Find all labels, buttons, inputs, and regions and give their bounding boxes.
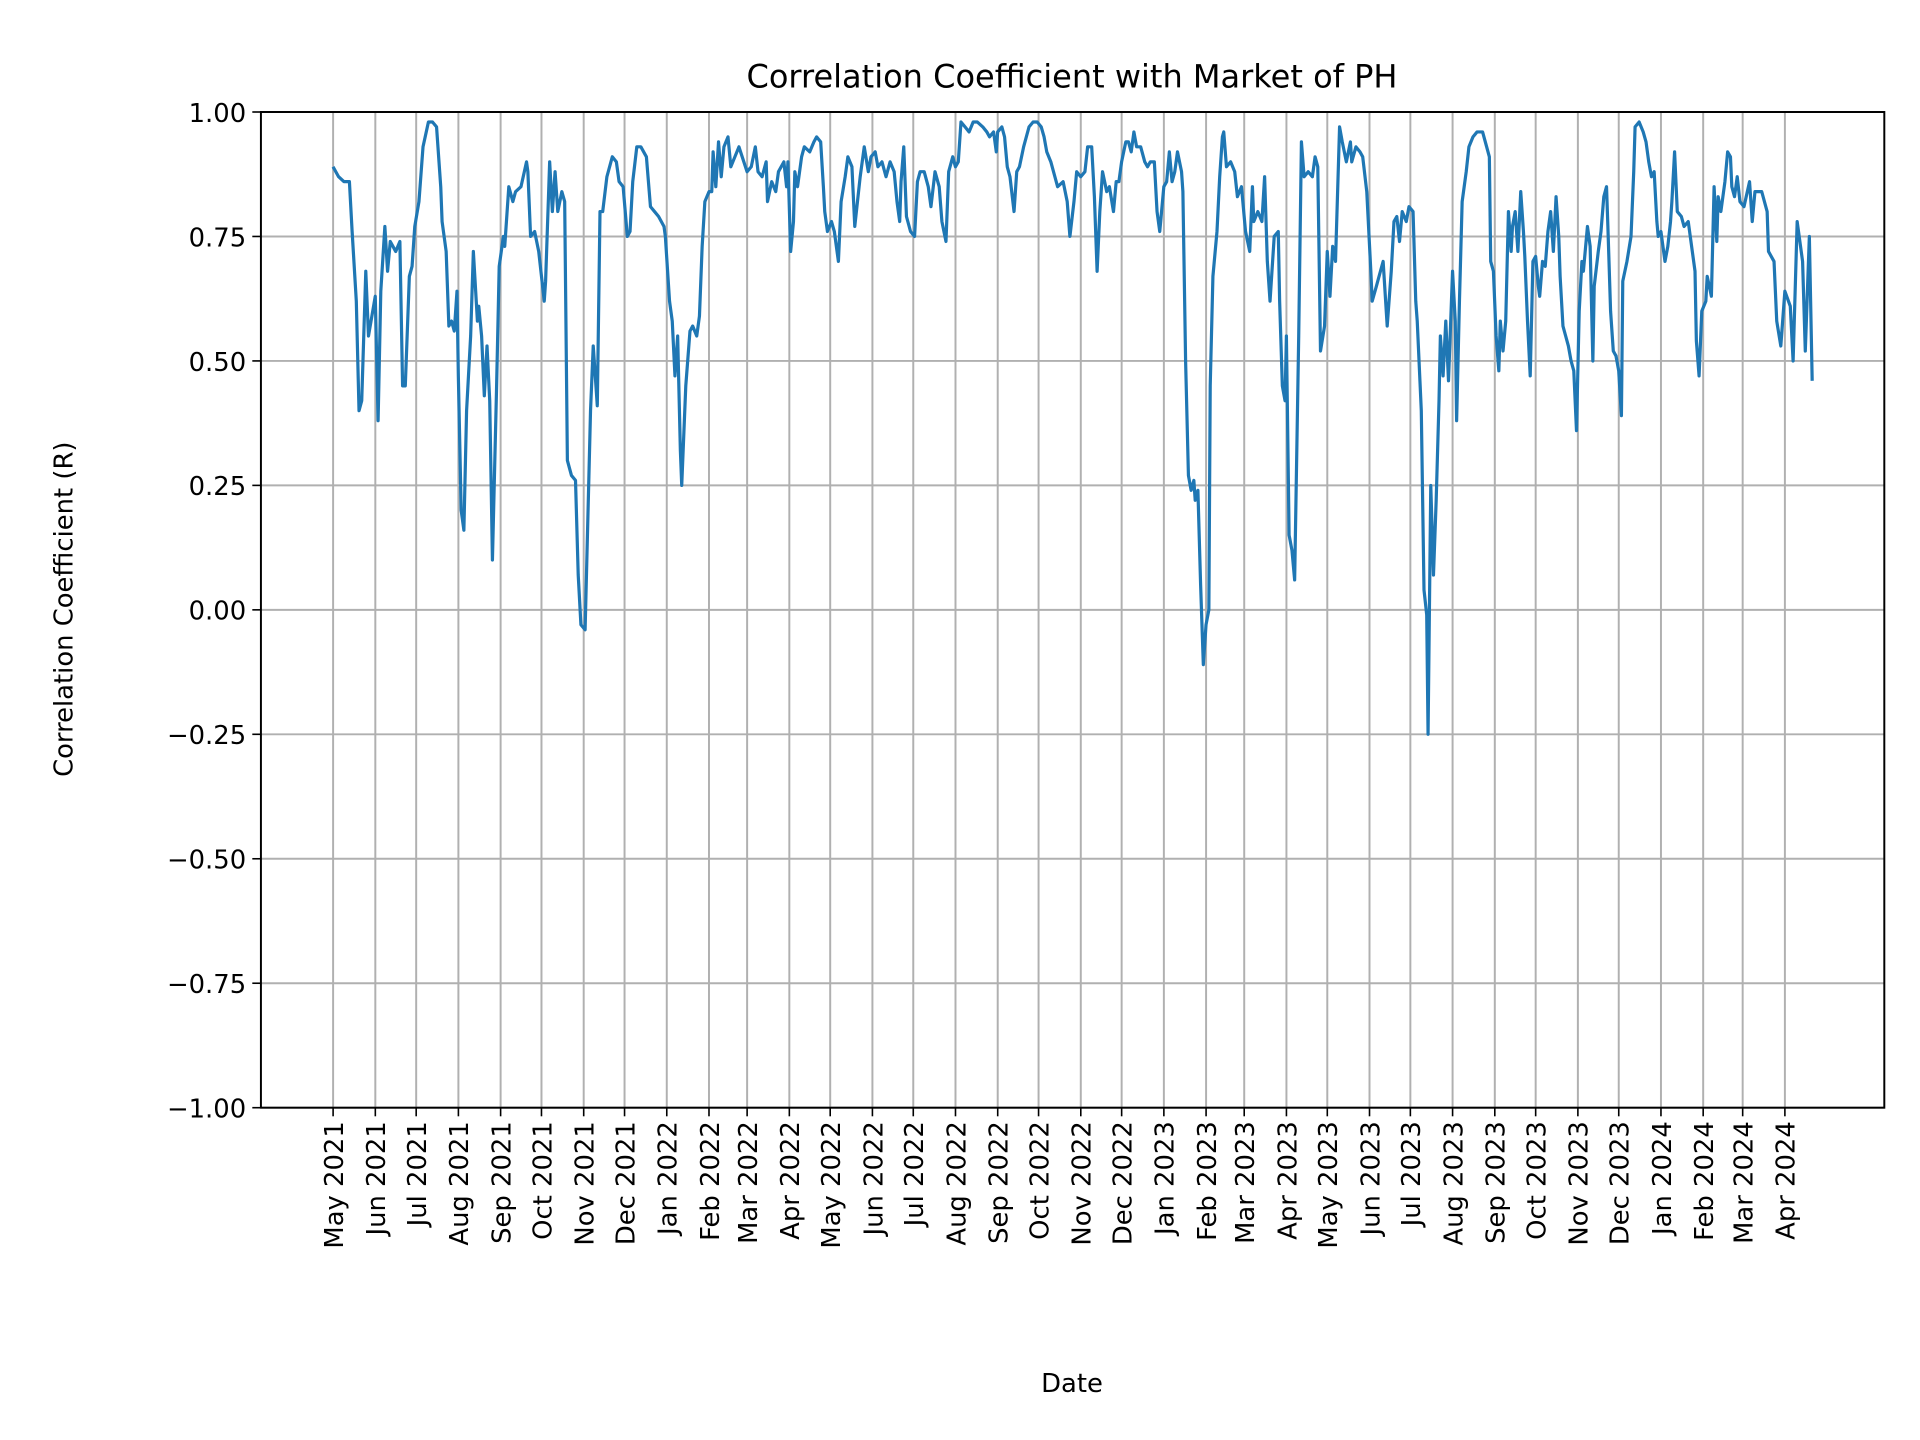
x-tick-label: Oct 2021: [528, 1121, 558, 1240]
x-tick-label: Apr 2024: [1772, 1121, 1802, 1240]
x-tick-label: May 2023: [1314, 1121, 1344, 1248]
x-tick-label: Jun 2022: [859, 1121, 889, 1237]
x-tick-label: Oct 2023: [1523, 1121, 1553, 1240]
x-tick-label: Apr 2022: [776, 1121, 806, 1240]
x-tick-label: May 2022: [817, 1121, 847, 1248]
x-tick-label: Jul 2022: [900, 1121, 930, 1228]
x-tick-label: Jul 2021: [403, 1121, 433, 1228]
x-tick-label: Mar 2024: [1730, 1121, 1760, 1244]
x-tick-label: Feb 2022: [696, 1121, 726, 1241]
y-tick-label: 0.50: [189, 348, 247, 378]
x-tick-label: May 2021: [320, 1121, 350, 1248]
x-tick-label: Nov 2021: [571, 1121, 601, 1245]
x-tick-label: Jan 2022: [654, 1121, 684, 1237]
x-tick-label: Mar 2022: [734, 1121, 764, 1244]
chart-title: Correlation Coefficient with Market of P…: [747, 57, 1398, 95]
x-tick-label: Aug 2023: [1439, 1121, 1469, 1245]
y-tick-label: −0.50: [167, 846, 246, 876]
x-tick-label: Jan 2023: [1151, 1121, 1181, 1237]
x-tick-label: Apr 2023: [1273, 1121, 1303, 1240]
x-axis-label: Date: [1041, 1369, 1103, 1399]
y-axis: 1.00 0.75 0.50 0.25 0.00 −0.25 −0.50 −0.75 −1.00: [167, 99, 261, 1125]
y-tick-label: −0.75: [167, 970, 246, 1000]
x-tick-label: Jun 2021: [362, 1121, 392, 1237]
y-tick-label: −1.00: [167, 1095, 246, 1125]
y-tick-label: −0.25: [167, 721, 246, 751]
series-line-0: [331, 120, 1814, 736]
series-layer: [331, 120, 1814, 736]
x-tick-label: Dec 2021: [611, 1121, 641, 1245]
x-tick-label: Sep 2022: [985, 1121, 1015, 1244]
x-tick-label: Jul 2023: [1397, 1121, 1427, 1228]
x-tick-label: Mar 2023: [1231, 1121, 1261, 1244]
y-tick-label: 0.25: [189, 472, 247, 502]
x-tick-label: Sep 2021: [487, 1121, 517, 1244]
x-tick-label: Dec 2022: [1108, 1121, 1138, 1245]
x-tick-label: Dec 2023: [1606, 1121, 1636, 1245]
x-tick-label: Aug 2022: [942, 1121, 972, 1245]
x-tick-label: Jan 2024: [1648, 1121, 1678, 1237]
x-tick-label: Jun 2023: [1356, 1121, 1386, 1237]
y-tick-label: 0.00: [189, 597, 247, 627]
y-tick-label: 0.75: [189, 223, 247, 253]
x-tick-label: Feb 2024: [1690, 1121, 1720, 1241]
x-tick-label: Feb 2023: [1193, 1121, 1223, 1241]
y-axis-label: Correlation Coefficient (R): [50, 442, 80, 777]
x-tick-label: Aug 2021: [445, 1121, 475, 1245]
x-tick-label: Sep 2023: [1482, 1121, 1512, 1244]
y-tick-label: 1.00: [189, 99, 247, 129]
x-tick-label: Nov 2022: [1068, 1121, 1098, 1245]
x-tick-label: Oct 2022: [1025, 1121, 1055, 1240]
x-axis: May 2021 Jun 2021 Jul 2021 Aug 2021 Sep 2021…: [320, 1107, 1802, 1249]
x-tick-label: Nov 2023: [1565, 1121, 1595, 1245]
